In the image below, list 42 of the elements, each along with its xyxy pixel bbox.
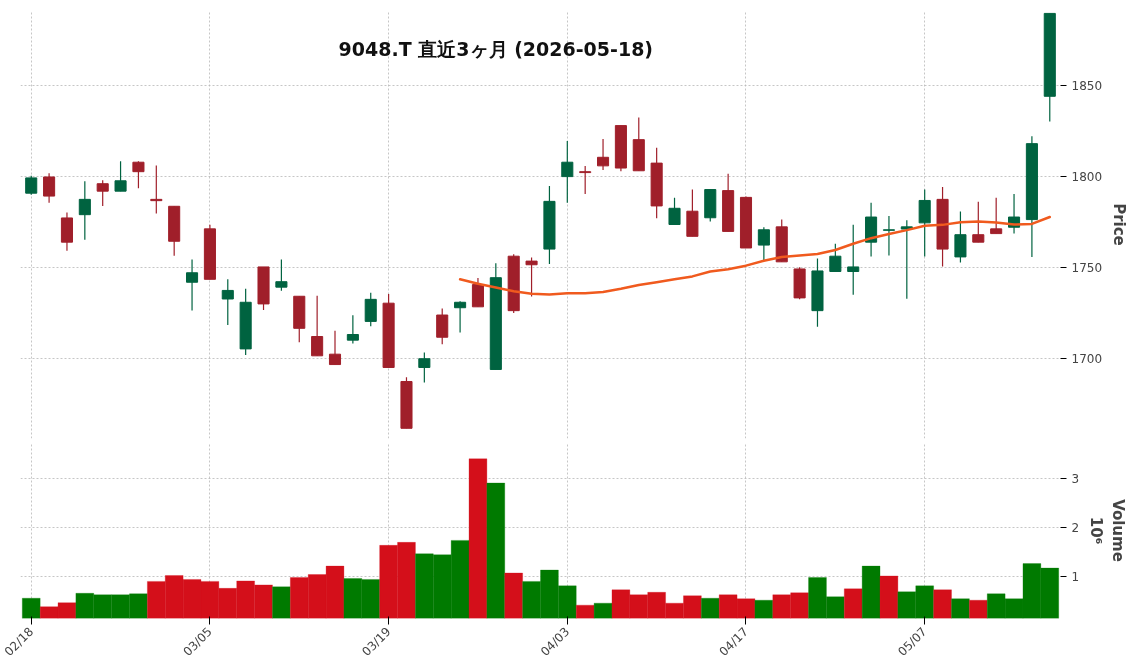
candlestick [25, 175, 38, 196]
y-tick-label: 1 [1071, 570, 1080, 585]
y-axis-title: Volume [1108, 499, 1127, 562]
candlestick [471, 277, 484, 308]
candlestick [186, 258, 199, 312]
candlestick [418, 351, 431, 384]
candlestick [221, 278, 234, 326]
candlestick [918, 188, 931, 258]
y-tick-label: 1850 [1071, 78, 1103, 93]
candlestick [150, 164, 163, 214]
candlestick [346, 314, 359, 345]
y-axis-title: Price [1110, 203, 1129, 246]
candlestick [114, 160, 127, 192]
candlestick [847, 224, 860, 296]
candlestick [328, 330, 342, 366]
candlestick [454, 300, 467, 334]
candlestick [311, 295, 324, 357]
candlestick [561, 140, 574, 204]
candlestick [96, 179, 109, 207]
y-tick-label: 1800 [1071, 169, 1103, 184]
text: 9048.T 直近3ヶ月 (2026-05-18) [338, 38, 654, 61]
text: 10⁶ [1087, 516, 1106, 545]
y-tick-label: 3 [1071, 471, 1080, 486]
candlestick [436, 307, 449, 345]
candlestick [364, 292, 377, 327]
candlestick [990, 197, 1003, 235]
candlestick [132, 160, 145, 189]
candlestick [972, 201, 985, 243]
y-tick-label: 1750 [1071, 260, 1103, 275]
candlestick [954, 210, 967, 263]
candlestick [757, 226, 770, 261]
candlestick [882, 215, 895, 257]
candlestick [43, 172, 56, 204]
candlestick [829, 243, 842, 273]
candlestick [78, 180, 91, 241]
candlestick [579, 165, 592, 195]
candlestick [597, 138, 610, 171]
candlestick [525, 256, 538, 298]
y-tick-label: 2 [1071, 521, 1080, 536]
candlestick [668, 197, 681, 226]
candlestick [275, 258, 288, 292]
y-tick-label: 1700 [1071, 351, 1103, 366]
